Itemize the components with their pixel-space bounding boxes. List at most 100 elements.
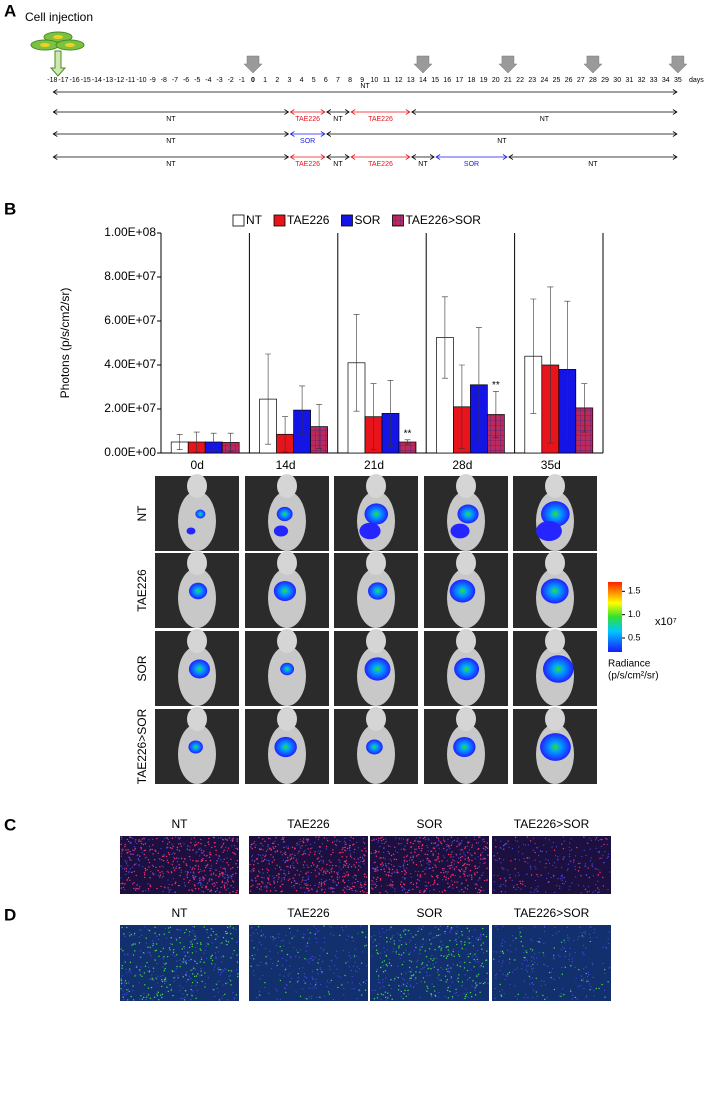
stain-dot	[227, 879, 228, 880]
stain-dot	[205, 860, 206, 861]
nucleus-dot	[332, 888, 333, 889]
nucleus-dot	[262, 845, 263, 846]
stain-dot	[398, 843, 399, 844]
nucleus-dot	[454, 869, 455, 870]
day-label: 22	[516, 77, 524, 84]
stain-dot	[194, 926, 195, 927]
stain-dot	[463, 873, 464, 874]
nucleus-dot	[217, 936, 218, 937]
nucleus-dot	[298, 977, 299, 978]
nucleus-dot	[327, 980, 328, 981]
nucleus-dot	[231, 971, 232, 972]
stain-dot	[295, 874, 296, 875]
stain-dot	[307, 871, 308, 872]
nucleus-dot	[128, 981, 129, 982]
row-label: TAE226	[135, 569, 149, 612]
nucleus-dot	[459, 842, 460, 843]
stain-dot	[375, 887, 376, 888]
nucleus-dot	[308, 962, 309, 963]
nucleus-dot	[518, 851, 519, 852]
colorbar-tick-label: 1.0	[628, 609, 641, 619]
stain-dot	[463, 891, 464, 892]
nucleus-dot	[312, 956, 313, 957]
nucleus-dot	[138, 859, 139, 860]
stain-dot	[253, 842, 254, 843]
stain-dot	[460, 860, 461, 861]
nucleus-dot	[380, 957, 381, 958]
nucleus-dot	[416, 848, 417, 849]
nucleus-dot	[166, 980, 167, 981]
nucleus-dot	[417, 887, 418, 888]
nucleus-dot	[313, 926, 314, 927]
stain-dot	[211, 847, 212, 848]
nucleus-dot	[195, 980, 196, 981]
stain-dot	[317, 865, 318, 866]
stain-dot	[281, 891, 282, 892]
nucleus-dot	[120, 866, 121, 867]
stain-dot	[185, 961, 186, 962]
nucleus-dot	[206, 945, 207, 946]
stain-dot	[152, 844, 153, 845]
day-label: 33	[650, 77, 658, 84]
stain-dot	[266, 868, 267, 869]
nucleus-dot	[547, 966, 548, 967]
x-tick-label: 21d	[364, 458, 384, 472]
nucleus-dot	[219, 871, 220, 872]
stain-dot	[129, 968, 130, 969]
mouse-head	[456, 474, 476, 498]
stain-dot	[451, 845, 452, 846]
stain-dot	[233, 927, 234, 928]
nucleus-dot	[303, 980, 304, 981]
stain-dot	[599, 858, 600, 859]
nucleus-dot	[344, 887, 345, 888]
nucleus-dot	[146, 999, 147, 1000]
stain-dot	[152, 945, 153, 946]
stain-dot	[382, 961, 383, 962]
stain-dot	[229, 892, 230, 893]
nucleus-dot	[525, 844, 526, 845]
stain-dot	[224, 849, 225, 850]
panel-letter: B	[4, 199, 16, 218]
stain-dot	[438, 838, 439, 839]
stain-dot	[156, 993, 157, 994]
stain-dot	[426, 965, 427, 966]
nucleus-dot	[512, 940, 513, 941]
stain-dot	[261, 877, 262, 878]
nucleus-dot	[585, 947, 586, 948]
nucleus-dot	[195, 985, 196, 986]
nucleus-dot	[609, 871, 610, 872]
nucleus-dot	[180, 998, 181, 999]
stain-dot	[225, 933, 226, 934]
nucleus-dot	[316, 982, 317, 983]
nucleus-dot	[276, 945, 277, 946]
nucleus-dot	[134, 849, 135, 850]
stain-dot	[311, 865, 312, 866]
nucleus-dot	[461, 882, 462, 883]
stain-dot	[515, 837, 516, 838]
stain-dot	[130, 996, 131, 997]
stain-dot	[258, 870, 259, 871]
nucleus-dot	[415, 871, 416, 872]
stain-dot	[179, 937, 180, 938]
stain-dot	[187, 979, 188, 980]
ivis-image	[155, 551, 239, 628]
stain-dot	[176, 954, 177, 955]
stain-dot	[381, 840, 382, 841]
nucleus-dot	[560, 993, 561, 994]
nucleus-dot	[469, 849, 470, 850]
stain-dot	[232, 891, 233, 892]
nucleus-dot	[418, 842, 419, 843]
stain-dot	[453, 956, 454, 957]
nucleus-dot	[322, 961, 323, 962]
colorbar	[608, 582, 622, 652]
nucleus-dot	[545, 858, 546, 859]
stain-dot	[193, 968, 194, 969]
nucleus-dot	[494, 881, 495, 882]
nucleus-dot	[409, 971, 410, 972]
stain-dot	[464, 998, 465, 999]
nucleus-dot	[544, 926, 545, 927]
nucleus-dot	[320, 860, 321, 861]
nucleus-dot	[505, 885, 506, 886]
column-label: NT	[172, 817, 189, 831]
stain-dot	[509, 877, 510, 878]
